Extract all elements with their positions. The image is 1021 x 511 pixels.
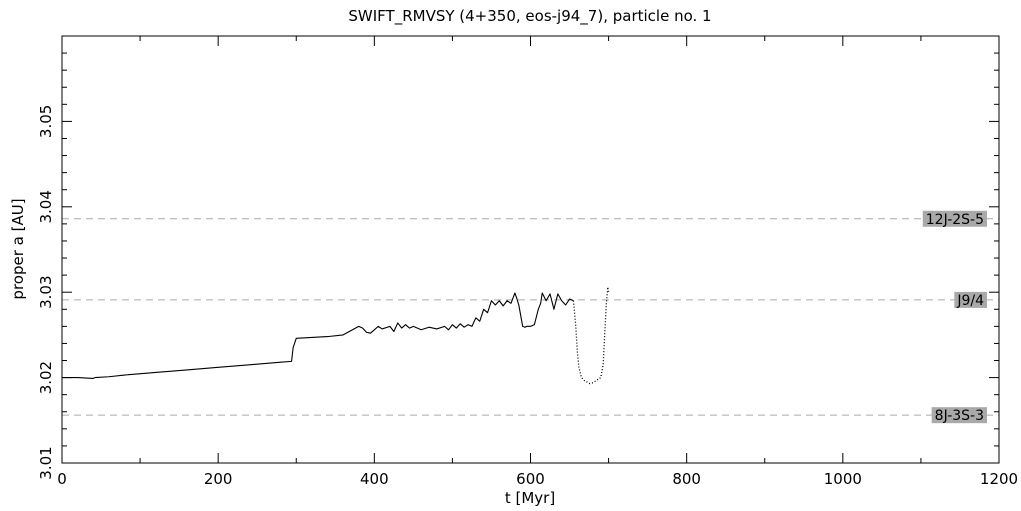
y-tick-label: 3.03 (37, 275, 55, 308)
reference-label-bg (922, 210, 987, 227)
reference-label: 8J-3S-3 (935, 408, 984, 424)
x-tick-label: 400 (360, 470, 389, 488)
x-tick-label: 600 (516, 470, 545, 488)
reference-labels: 12J-2S-5 J9/4 8J-3S-3 (922, 210, 987, 424)
series-line-2 (572, 286, 610, 385)
x-axis-title: t [Myr] (505, 489, 555, 507)
plot-frame (61, 35, 1000, 464)
x-tick-label: 800 (672, 470, 701, 488)
y-tick-label: 3.05 (37, 105, 55, 138)
y-tick-label: 3.01 (37, 446, 55, 479)
y-axis-title: proper a [AU] (9, 198, 27, 299)
x-tick-label: 1200 (980, 470, 1018, 488)
x-tick-label: 1000 (824, 470, 862, 488)
y-tick-label: 3.02 (37, 361, 55, 394)
reference-label: J9/4 (956, 293, 984, 309)
reference-label: 12J-2S-5 (926, 212, 984, 228)
series-layer (62, 286, 610, 385)
x-tick-label: 200 (204, 470, 233, 488)
reference-label-bg (931, 407, 987, 424)
reference-lines (62, 218, 999, 416)
x-tick-label: 0 (57, 470, 67, 488)
reference-label-bg (954, 291, 987, 308)
y-tick-label: 3.04 (37, 190, 55, 223)
tick-labels: 0 200 400 600 800 1000 1200 3.01 3.02 3.03 3.04 3.0… (37, 105, 1018, 488)
series-line-1 (62, 292, 574, 380)
chart-title: SWIFT_RMVSY (4+350, eos-j94_7), particle… (348, 7, 711, 26)
axis-ticks (61, 35, 1000, 464)
